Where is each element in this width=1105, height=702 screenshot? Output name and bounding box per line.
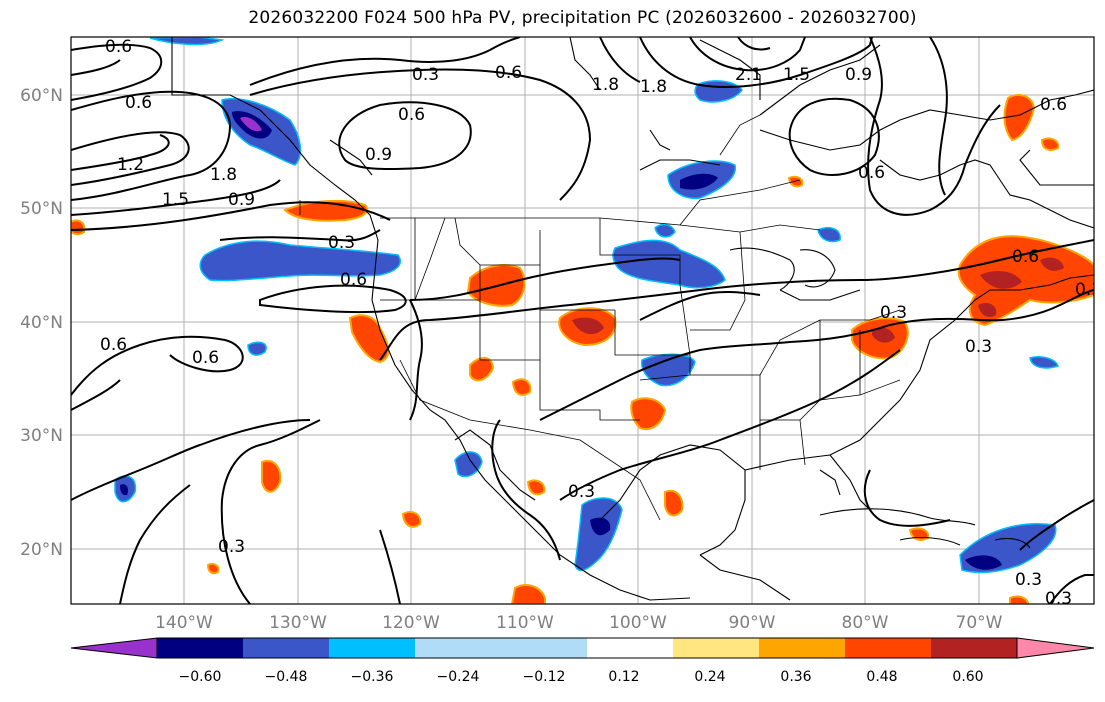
precip-negative-areas [114, 37, 1059, 574]
contour-label: 0.6 [858, 163, 885, 183]
colorbar-tick-label: −0.24 [437, 669, 480, 685]
precip-positive-areas [71, 94, 1094, 604]
contour-label: 0.6 [495, 63, 522, 83]
colorbar-bin [329, 638, 415, 658]
colorbar-bin [845, 638, 931, 658]
pv-contour-labels: 0.6 0.3 0.6 1.8 1.8 2.1 1.5 0.9 0.6 0.6 … [100, 37, 1102, 609]
contour-label: 0.6 [398, 105, 425, 125]
contour-label: 0.3 [328, 233, 355, 253]
contour-label: 0.3 [1075, 280, 1102, 300]
map-border [70, 36, 1095, 605]
contour-label: 1.5 [783, 65, 810, 85]
contour-label: 0.3 [1015, 570, 1042, 590]
political-borders [299, 114, 901, 521]
contour-label: 0.6 [1012, 247, 1039, 267]
lon-label: 100°W [609, 613, 667, 633]
coastlines [171, 37, 1094, 601]
colorbar-tick-label: 0.36 [780, 669, 811, 685]
contour-label: 1.8 [210, 165, 237, 185]
contour-label: 0.9 [228, 190, 255, 210]
lon-label: 70°W [956, 613, 1003, 633]
colorbar-extend-low [70, 637, 158, 659]
lon-label: 140°W [155, 613, 213, 633]
colorbar-tick-label: 0.48 [866, 669, 897, 685]
contour-label: 0.6 [105, 37, 132, 57]
contour-label: 0.3 [412, 65, 439, 85]
contour-label: 1.2 [117, 155, 144, 175]
colorbar-tick-label: −0.60 [179, 669, 222, 685]
lon-label: 120°W [382, 613, 440, 633]
colorbar-tick-label: −0.12 [523, 669, 566, 685]
colorbar [70, 637, 1095, 659]
contour-label: 0.6 [125, 93, 152, 113]
contour-label: 0.3 [568, 482, 595, 502]
colorbar-tick-label: −0.36 [351, 669, 394, 685]
contour-label: 0.9 [845, 65, 872, 85]
colorbar-bin [759, 638, 845, 658]
lon-label: 80°W [842, 613, 889, 633]
contour-label: 1.5 [162, 190, 189, 210]
colorbar-bin [243, 638, 329, 658]
lon-label: 110°W [496, 613, 554, 633]
map-title: 2026032200 F024 500 hPa PV, precipitatio… [248, 8, 917, 28]
contour-label: 0.3 [218, 537, 245, 557]
contour-label: 0.3 [1045, 589, 1072, 609]
contour-label: 2.1 [735, 65, 762, 85]
lat-label: 60°N [20, 86, 63, 106]
colorbar-bin [415, 638, 501, 658]
colorbar-bin [931, 638, 1017, 658]
latitude-labels: 60°N 50°N 40°N 30°N 20°N [20, 86, 63, 560]
colorbar-tick-label: 0.12 [608, 669, 639, 685]
contour-label: 0.9 [365, 145, 392, 165]
contour-label: 1.8 [640, 77, 667, 97]
lat-label: 40°N [20, 313, 63, 333]
pv-contours [71, 37, 1094, 604]
contour-label: 0.6 [192, 348, 219, 368]
contour-label: 0.6 [1040, 95, 1067, 115]
contour-label: 1.8 [592, 75, 619, 95]
colorbar-bin [587, 638, 673, 658]
longitude-labels: 140°W 130°W 120°W 110°W 100°W 90°W 80°W … [155, 613, 1003, 633]
colorbar-tick-label: 0.60 [952, 669, 983, 685]
colorbar-bin [157, 638, 243, 658]
gridlines [71, 37, 1094, 604]
lon-label: 130°W [269, 613, 327, 633]
lat-label: 50°N [20, 199, 63, 219]
colorbar-tick-label: −0.48 [265, 669, 308, 685]
colorbar-bin [673, 638, 759, 658]
colorbar-tick-label: 0.24 [694, 669, 725, 685]
contour-label: 0.3 [965, 337, 992, 357]
colorbar-tick-labels: −0.60 −0.48 −0.36 −0.24 −0.12 0.12 0.24 … [179, 669, 984, 685]
lat-label: 20°N [20, 540, 63, 560]
colorbar-extend-high [1016, 637, 1095, 659]
colorbar-bin [501, 638, 587, 658]
colorbar-frame [156, 637, 1018, 659]
contour-label: 0.6 [340, 270, 367, 290]
lat-label: 30°N [20, 426, 63, 446]
contour-label: 0.3 [880, 303, 907, 323]
lon-label: 90°W [729, 613, 776, 633]
contour-label: 0.6 [100, 335, 127, 355]
